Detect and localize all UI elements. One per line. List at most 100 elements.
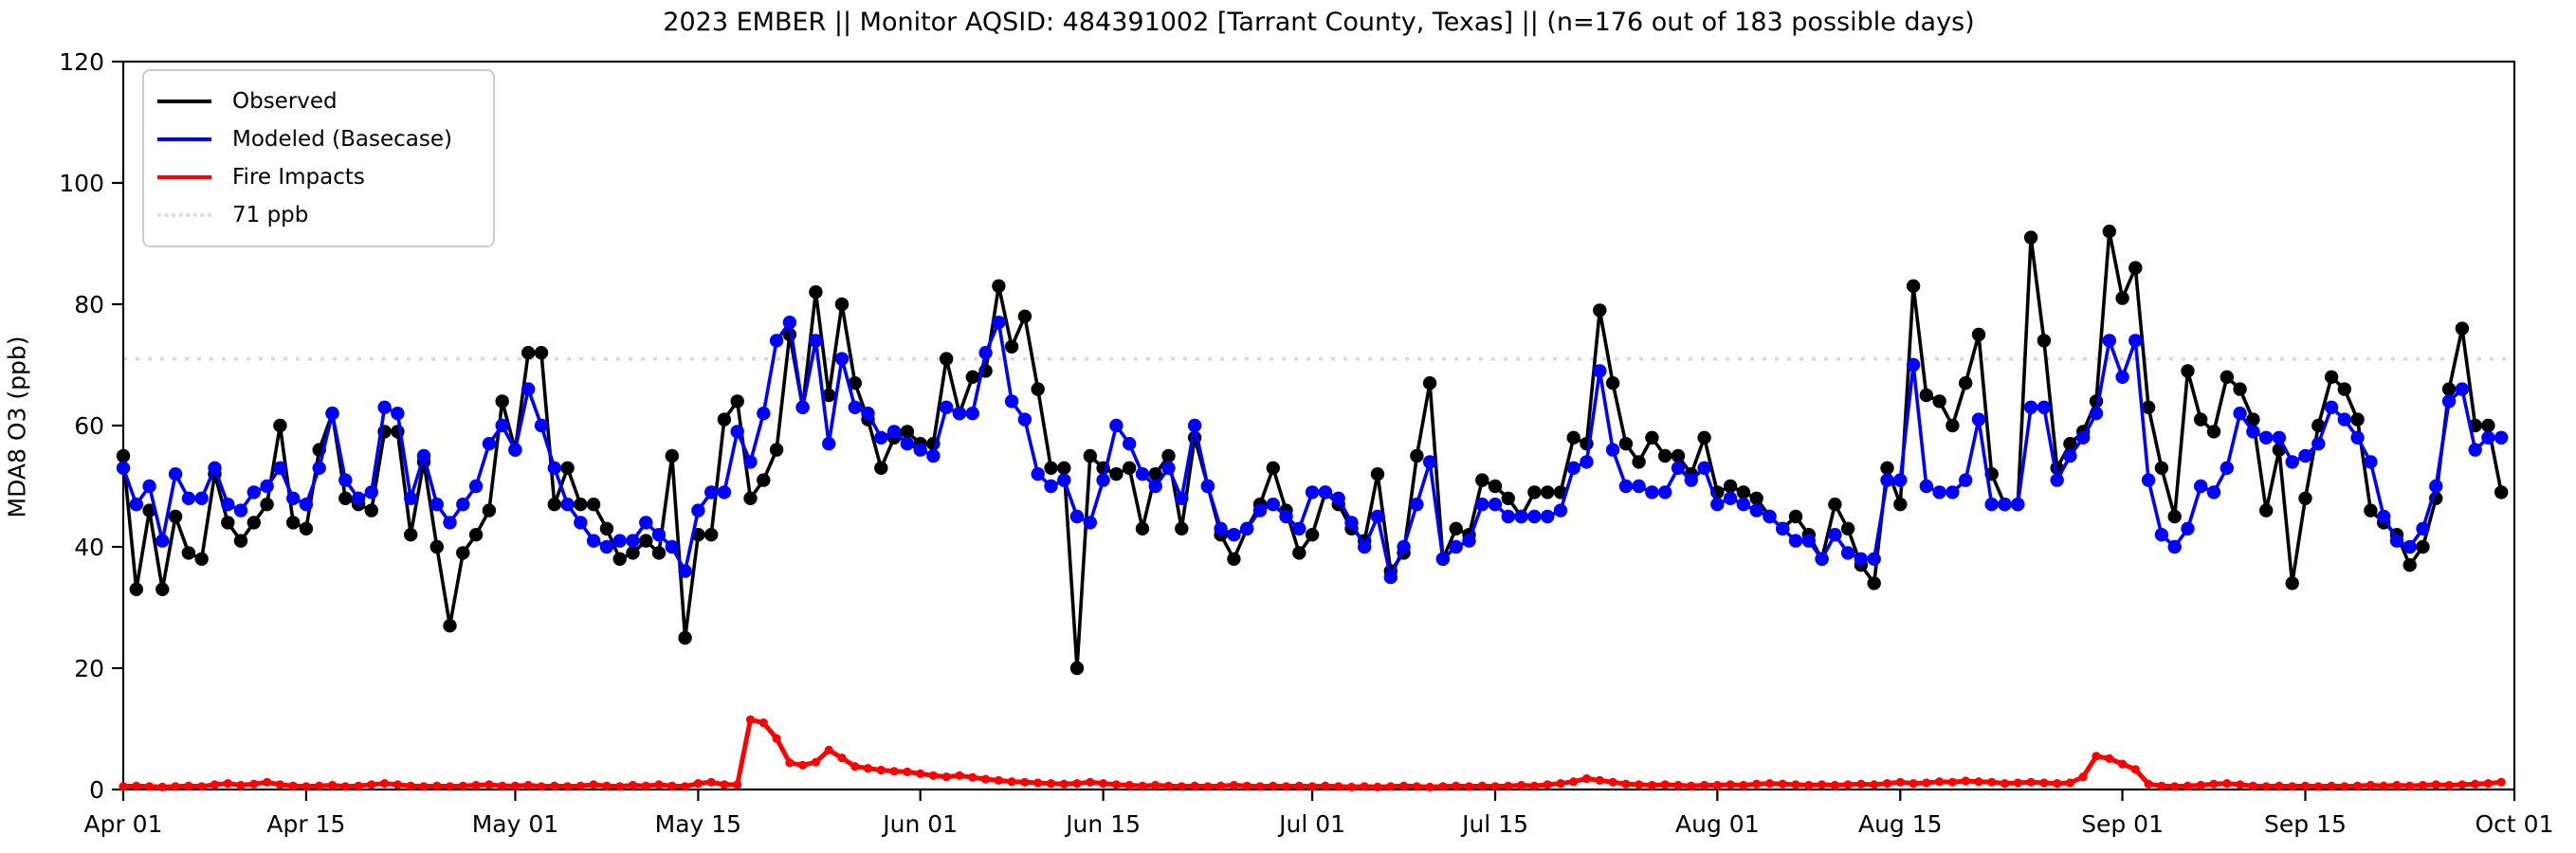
series-fire-impacts [119, 715, 2506, 792]
data-point [795, 400, 810, 414]
data-point [2170, 782, 2180, 791]
data-point [145, 782, 155, 791]
data-point [1684, 473, 1699, 487]
data-point [1266, 461, 1281, 475]
data-point [2324, 400, 2339, 414]
data-point [2444, 780, 2454, 790]
data-point [498, 781, 507, 790]
data-point [236, 780, 246, 790]
data-point [1449, 521, 1463, 535]
data-point [301, 782, 311, 791]
data-point [886, 425, 902, 439]
data-point [628, 780, 638, 790]
legend-item-modeled: Modeled (Basecase) [157, 120, 476, 158]
legend-item-threshold: 71 ppb [157, 196, 476, 234]
data-point [2236, 780, 2245, 789]
data-point [1383, 570, 1398, 585]
data-point [575, 781, 585, 790]
data-point [834, 352, 850, 366]
data-point [377, 400, 392, 414]
data-point [1527, 509, 1542, 524]
data-point [1776, 521, 1790, 535]
data-point [2065, 778, 2074, 788]
data-point [1148, 467, 1162, 481]
data-point [2481, 418, 2495, 433]
data-point [1946, 485, 1960, 499]
data-point [1044, 461, 1058, 475]
data-point [273, 461, 287, 475]
data-point [1031, 382, 1045, 396]
data-point [599, 539, 614, 554]
data-point [2144, 779, 2153, 789]
series-observed [116, 225, 2509, 676]
data-point [968, 772, 977, 782]
data-point [2416, 539, 2430, 554]
data-point [586, 498, 601, 512]
data-point [2494, 485, 2509, 499]
x-tick-label: Apr 15 [266, 810, 345, 838]
data-point [1541, 509, 1555, 524]
data-point [468, 528, 484, 542]
data-point [1177, 782, 1186, 791]
data-point [1919, 388, 1934, 403]
y-tick-label: 40 [74, 534, 104, 561]
data-point [874, 430, 888, 445]
data-point [1791, 780, 1800, 789]
data-point [1475, 473, 1489, 487]
data-point [586, 534, 601, 548]
data-point [626, 534, 640, 548]
data-point [1017, 412, 1032, 426]
data-point [2089, 407, 2104, 421]
data-point [1840, 521, 1855, 535]
data-point [1397, 539, 1411, 554]
data-point [181, 546, 196, 560]
data-point [1007, 777, 1016, 787]
data-point [745, 715, 756, 725]
data-point [1645, 430, 1659, 445]
data-point [2471, 779, 2480, 789]
data-point [132, 781, 141, 790]
data-point [1004, 394, 1019, 408]
data-point [1658, 448, 1672, 463]
data-point [1867, 576, 1881, 590]
data-point [2037, 400, 2052, 414]
data-point [1373, 782, 1382, 792]
data-point [2220, 370, 2234, 384]
data-point [1321, 781, 1330, 790]
data-point [1124, 780, 1134, 790]
data-point [757, 473, 771, 487]
data-point [208, 461, 222, 475]
data-point [952, 407, 967, 421]
data-point [560, 498, 575, 512]
legend-label: Modeled (Basecase) [232, 127, 452, 152]
data-point [2431, 780, 2440, 789]
data-point [338, 491, 353, 505]
data-point [2441, 394, 2457, 408]
data-point [574, 516, 588, 530]
data-point [1517, 780, 1526, 790]
data-point [1490, 782, 1500, 791]
data-point [2337, 412, 2351, 426]
data-point [534, 346, 549, 360]
data-point [1566, 430, 1580, 445]
data-point [471, 780, 481, 790]
y-tick-label: 20 [74, 655, 104, 682]
data-point [1279, 509, 1293, 524]
data-point [2023, 400, 2038, 414]
data-point [1138, 781, 1147, 790]
data-point [1935, 777, 1945, 787]
data-point [769, 443, 784, 457]
data-point [155, 534, 170, 548]
data-point [1700, 780, 1709, 790]
x-tick-label: May 15 [655, 810, 741, 838]
legend-label: Observed [232, 89, 338, 114]
data-point [534, 418, 549, 433]
data-point [1752, 779, 1762, 789]
data-point [391, 407, 405, 421]
data-point [2141, 400, 2156, 414]
data-point [1763, 509, 1777, 524]
data-point [2206, 485, 2221, 499]
data-point [351, 491, 366, 505]
data-point [1882, 779, 1892, 789]
data-point [720, 780, 729, 789]
